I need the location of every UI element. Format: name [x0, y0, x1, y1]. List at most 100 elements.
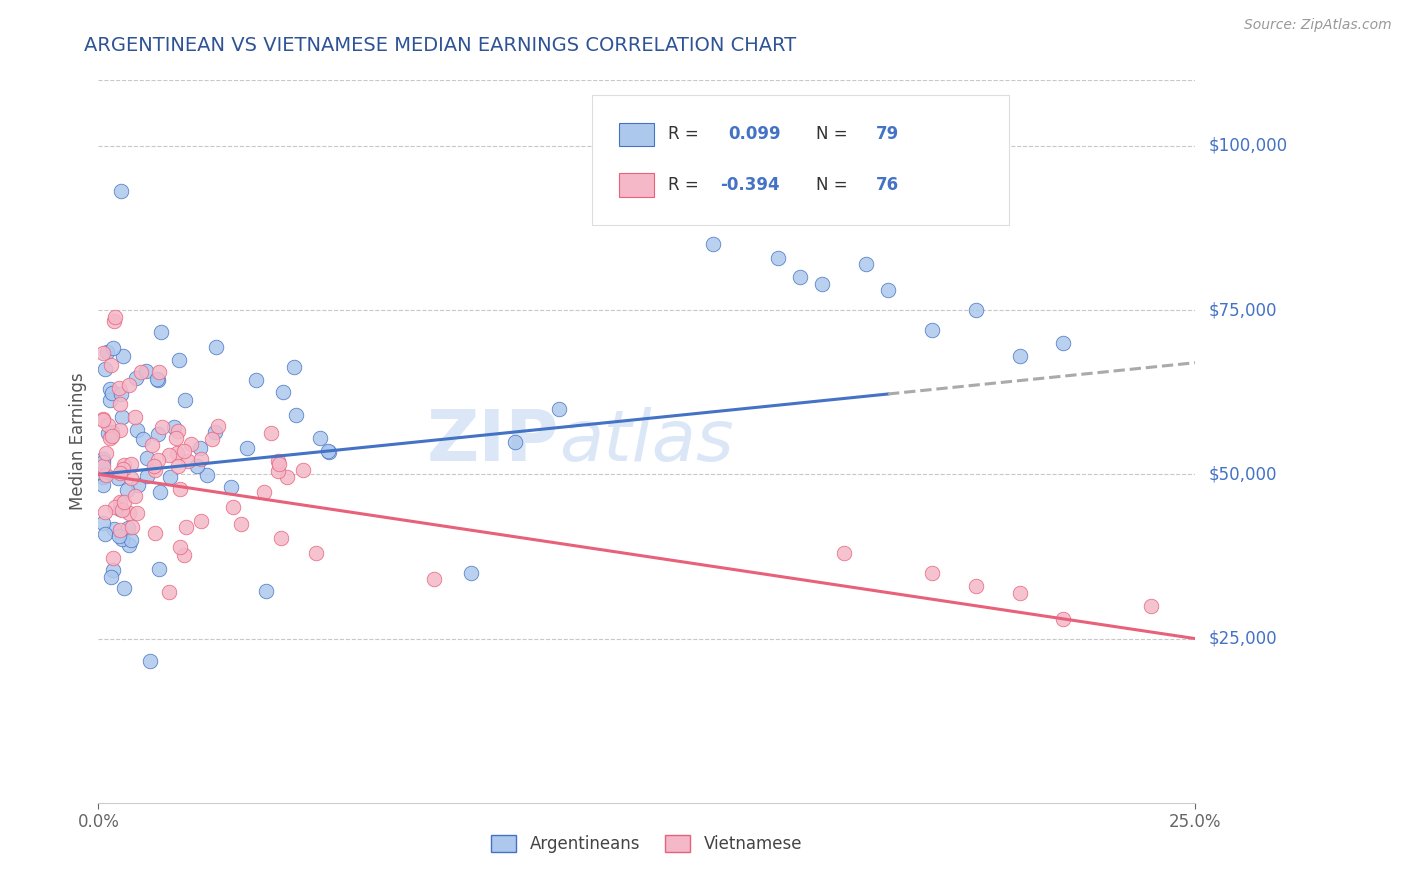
Point: [101, 425, 124, 439]
Point: [180, 436, 202, 450]
Point: [169, 482, 191, 496]
Point: [422, 572, 444, 586]
Point: [120, 471, 142, 485]
FancyBboxPatch shape: [620, 173, 654, 196]
Point: [877, 284, 900, 298]
Point: [832, 546, 855, 560]
Point: [166, 445, 188, 459]
Point: [157, 448, 180, 462]
Point: [188, 441, 211, 455]
Point: [291, 463, 314, 477]
Text: R =: R =: [668, 126, 699, 144]
Point: [173, 548, 195, 562]
Point: [117, 521, 139, 535]
Point: [855, 257, 877, 271]
Point: [111, 532, 134, 546]
Point: [163, 420, 186, 434]
Point: [921, 323, 943, 337]
Point: [270, 531, 292, 545]
Point: [127, 478, 149, 492]
Text: 0.099: 0.099: [728, 126, 780, 144]
Point: [110, 387, 132, 401]
Point: [921, 566, 943, 580]
Text: $75,000: $75,000: [1208, 301, 1277, 319]
Point: [94, 468, 117, 483]
Point: [107, 471, 129, 485]
Point: [91, 478, 114, 492]
Point: [101, 550, 124, 565]
Point: [94, 446, 117, 460]
Point: [204, 425, 226, 440]
Point: [118, 377, 141, 392]
Point: [267, 454, 290, 468]
Point: [103, 522, 125, 536]
Point: [309, 431, 332, 445]
Point: [121, 520, 143, 534]
Point: [1052, 612, 1074, 626]
Text: $25,000: $25,000: [1208, 630, 1277, 648]
Point: [259, 425, 281, 440]
Legend: Argentineans, Vietnamese: Argentineans, Vietnamese: [485, 828, 808, 860]
Text: R =: R =: [668, 176, 699, 194]
Text: N =: N =: [815, 176, 848, 194]
Point: [91, 411, 114, 425]
Point: [118, 538, 141, 552]
Point: [789, 270, 811, 285]
Point: [100, 570, 122, 584]
Point: [107, 381, 129, 395]
Point: [148, 562, 170, 576]
Point: [98, 382, 121, 396]
Point: [177, 454, 200, 468]
Point: [93, 527, 115, 541]
FancyBboxPatch shape: [592, 95, 1008, 225]
Point: [148, 374, 170, 388]
Point: [91, 458, 114, 473]
Point: [174, 392, 197, 407]
Point: [165, 431, 187, 445]
Point: [108, 495, 131, 509]
Point: [207, 418, 229, 433]
Point: [460, 566, 482, 580]
Point: [101, 429, 124, 443]
Point: [157, 585, 180, 599]
Point: [124, 489, 146, 503]
Point: [139, 654, 162, 668]
Point: [1008, 349, 1031, 363]
Point: [143, 463, 166, 477]
Point: [143, 458, 166, 473]
Point: [101, 341, 124, 355]
Point: [136, 451, 159, 466]
Point: [124, 409, 146, 424]
Point: [104, 500, 127, 514]
Point: [965, 303, 987, 318]
Point: [1140, 599, 1163, 613]
Point: [100, 358, 122, 372]
Point: [149, 485, 172, 500]
Point: [141, 438, 163, 452]
Point: [110, 467, 132, 481]
Point: [125, 506, 148, 520]
Point: [267, 464, 290, 478]
Point: [108, 397, 131, 411]
FancyBboxPatch shape: [620, 123, 654, 146]
Text: atlas: atlas: [560, 407, 734, 476]
Point: [190, 452, 212, 467]
Text: $50,000: $50,000: [1208, 466, 1277, 483]
Text: N =: N =: [815, 126, 848, 144]
Point: [103, 314, 125, 328]
Point: [98, 431, 121, 445]
Point: [112, 582, 135, 596]
Point: [702, 237, 724, 252]
Point: [97, 425, 120, 440]
Point: [768, 251, 790, 265]
Point: [166, 424, 188, 438]
Point: [811, 277, 834, 291]
Point: [149, 325, 172, 339]
Point: [146, 452, 169, 467]
Point: [148, 426, 170, 441]
Point: [94, 361, 117, 376]
Point: [118, 506, 141, 520]
Text: $100,000: $100,000: [1208, 137, 1288, 155]
Point: [169, 353, 191, 368]
Point: [91, 470, 114, 484]
